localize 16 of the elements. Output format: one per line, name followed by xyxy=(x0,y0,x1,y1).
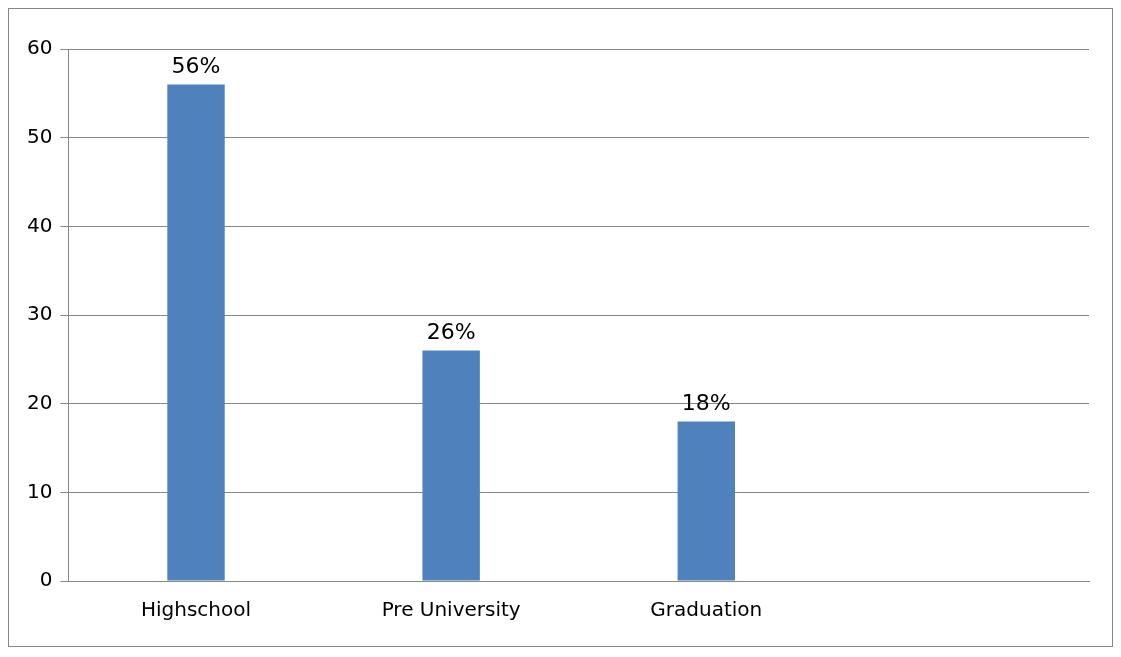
data-label: 18% xyxy=(681,390,731,416)
y-tick-label: 50 xyxy=(27,123,53,148)
y-tick-label: 30 xyxy=(27,301,53,326)
data-label: 56% xyxy=(171,53,221,79)
y-tick-label: 0 xyxy=(39,567,53,592)
x-tick-label: Highschool xyxy=(140,597,252,622)
y-tick-label: 20 xyxy=(27,389,53,414)
bar xyxy=(422,350,480,581)
data-label: 26% xyxy=(426,319,476,345)
x-tick-label: Pre University xyxy=(381,597,521,622)
y-tick-label: 40 xyxy=(27,212,53,237)
y-tick-label: 60 xyxy=(27,35,53,60)
bar xyxy=(677,421,735,581)
x-tick-label: Graduation xyxy=(650,597,763,622)
bar xyxy=(167,84,225,581)
y-tick-label: 10 xyxy=(27,478,53,503)
